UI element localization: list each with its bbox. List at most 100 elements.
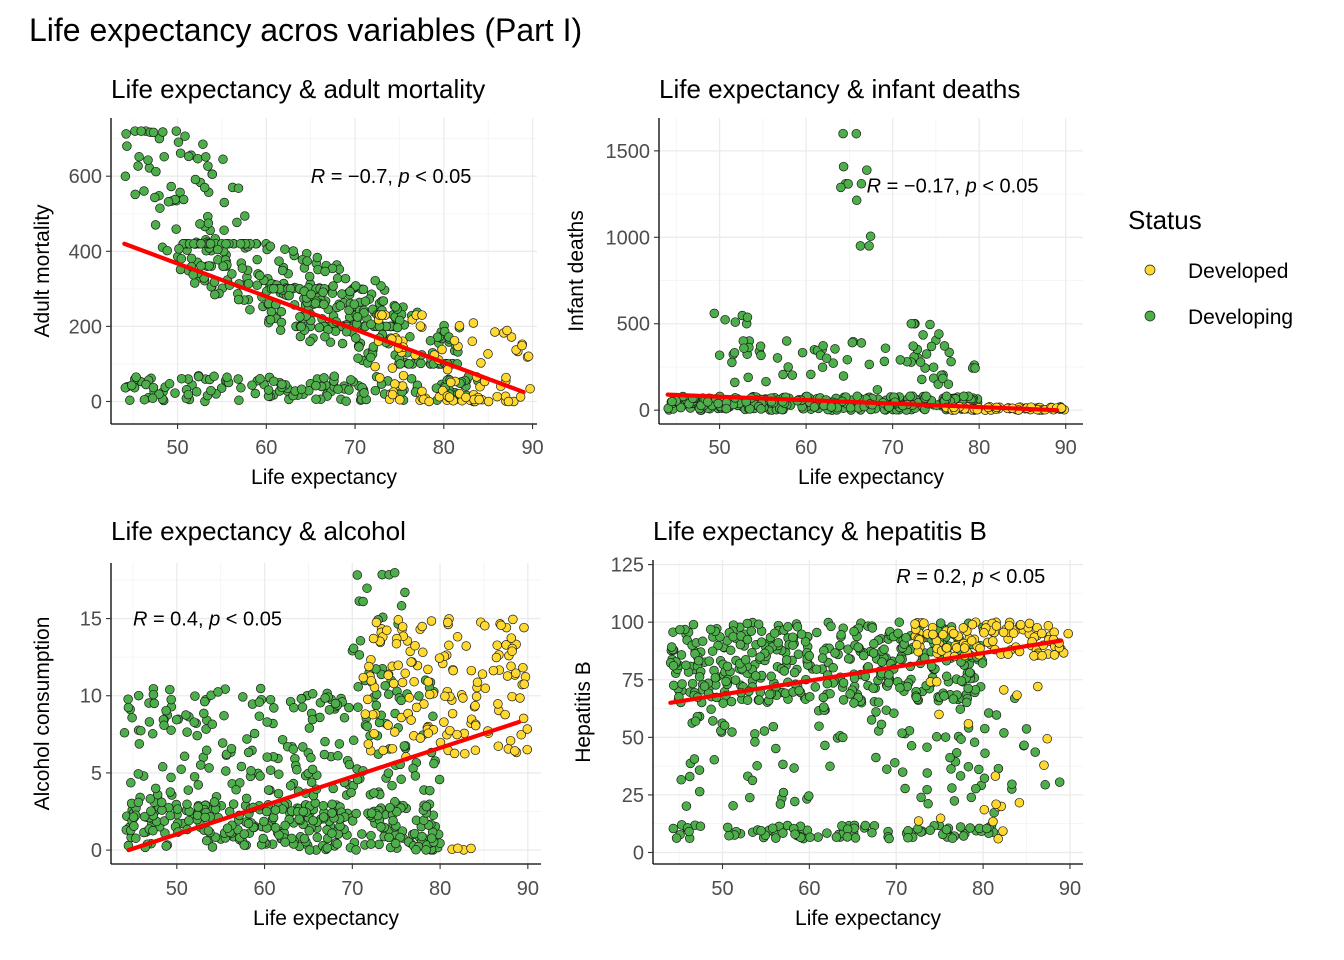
point-developing — [280, 837, 290, 848]
point-developed — [452, 729, 462, 740]
point-developing — [822, 828, 832, 838]
point-developing — [374, 839, 384, 850]
y-tick-label: 25 — [622, 785, 644, 807]
point-developing — [694, 786, 705, 797]
point-developed — [370, 361, 380, 372]
point-developed — [913, 816, 924, 826]
point-developed — [360, 709, 371, 719]
point-developing — [351, 808, 361, 819]
point-developing — [263, 385, 274, 395]
point-developing — [805, 691, 815, 702]
point-developed — [525, 383, 535, 394]
point-developing — [189, 278, 200, 288]
point-developing — [245, 304, 255, 315]
point-developing — [183, 785, 194, 795]
point-developed — [502, 671, 513, 681]
point-developing — [425, 785, 435, 796]
point-developed — [979, 628, 989, 638]
point-developed — [434, 653, 445, 663]
point-developed — [437, 344, 447, 355]
point-developing — [328, 281, 338, 291]
point-developed — [483, 396, 494, 407]
point-developing — [392, 322, 403, 333]
point-developing — [200, 812, 210, 823]
point-developing — [376, 281, 386, 291]
point-developed — [503, 396, 514, 407]
point-developing — [239, 840, 250, 850]
point-developed — [1037, 628, 1047, 639]
point-developing — [788, 632, 798, 642]
point-developing — [265, 765, 276, 775]
point-developing — [376, 822, 386, 832]
point-developing — [414, 691, 424, 701]
point-developed — [449, 335, 460, 346]
point-developing — [421, 801, 432, 812]
point-developing — [164, 379, 175, 389]
point-developed — [1039, 760, 1049, 770]
point-developing — [204, 261, 214, 271]
point-developed — [501, 372, 511, 383]
point-developing — [201, 152, 211, 162]
point-developing — [207, 719, 218, 730]
point-developed — [508, 614, 518, 625]
point-developed — [397, 677, 408, 688]
point-developing — [262, 717, 272, 727]
point-developing — [387, 780, 397, 791]
point-developing — [252, 254, 262, 265]
point-developing — [151, 166, 161, 177]
x-tick-label: 50 — [711, 878, 733, 900]
point-developed — [507, 691, 517, 702]
grid — [659, 118, 1083, 424]
point-developing — [877, 657, 887, 667]
point-developing — [166, 772, 176, 783]
point-developing — [819, 702, 829, 712]
y-tick-label: 10 — [80, 686, 102, 708]
grid — [653, 560, 1083, 864]
point-developing — [201, 745, 212, 756]
y-tick-label: 500 — [617, 314, 650, 336]
point-developing — [205, 239, 216, 249]
point-developed — [959, 643, 970, 653]
point-developing — [130, 189, 140, 200]
point-developing — [939, 691, 949, 701]
point-developing — [694, 671, 705, 682]
point-developing — [767, 823, 778, 833]
point-developed — [998, 826, 1008, 836]
point-developing — [370, 385, 381, 396]
point-developing — [941, 391, 952, 402]
point-developing — [163, 197, 174, 207]
point-developing — [268, 284, 279, 294]
point-developing — [752, 760, 762, 771]
point-developing — [327, 799, 337, 810]
point-developing — [855, 241, 866, 251]
point-developing — [947, 833, 958, 844]
point-developing — [945, 752, 955, 763]
point-developing — [417, 831, 427, 842]
point-developing — [339, 713, 350, 723]
point-developed — [519, 679, 529, 689]
point-developed — [910, 619, 920, 629]
point-developing — [298, 742, 308, 752]
point-developing — [125, 395, 135, 406]
panel-1: 50 60 70 80 90 0 200 400 600 Life expectancy & ad… — [31, 74, 544, 489]
point-developing — [148, 382, 159, 393]
point-developing — [668, 823, 679, 834]
point-developed — [941, 643, 952, 653]
point-developing — [353, 702, 363, 712]
point-developing — [684, 826, 694, 837]
point-developing — [216, 383, 227, 393]
point-developing — [199, 696, 210, 707]
point-developing — [335, 301, 346, 311]
point-developing — [905, 391, 915, 402]
point-developing — [350, 281, 361, 291]
point-developing — [765, 689, 775, 700]
point-developing — [753, 619, 764, 630]
point-developing — [818, 692, 829, 703]
point-developing — [771, 743, 781, 754]
point-developed — [389, 678, 399, 689]
point-developing — [853, 642, 863, 653]
point-developing — [730, 317, 741, 327]
y-tick-label: 5 — [91, 763, 102, 785]
point-developing — [901, 632, 911, 643]
point-developing — [867, 623, 878, 633]
